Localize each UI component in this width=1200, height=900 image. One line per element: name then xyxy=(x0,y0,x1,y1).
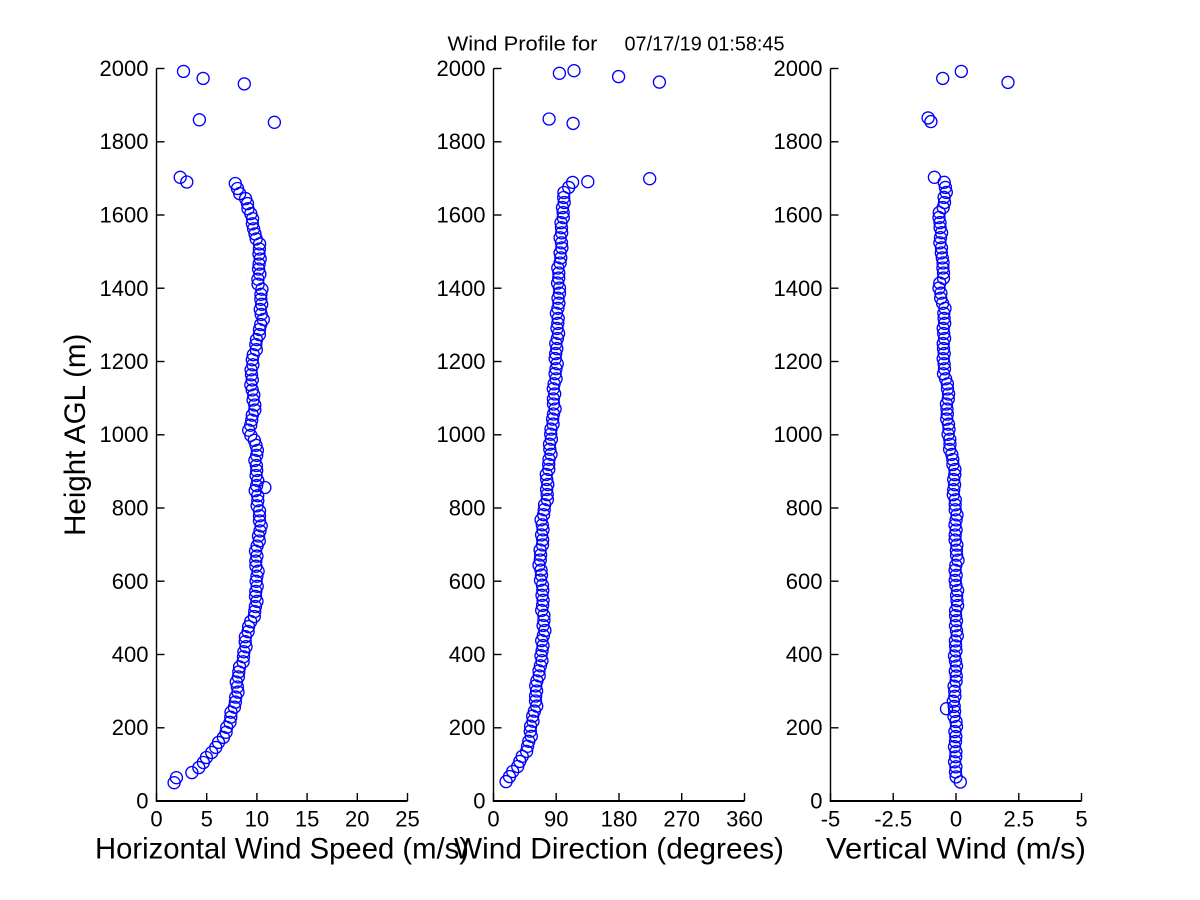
svg-text:2.5: 2.5 xyxy=(1004,807,1035,832)
svg-text:0: 0 xyxy=(810,789,822,814)
svg-text:1600: 1600 xyxy=(774,203,823,228)
svg-text:Wind Direction (degrees): Wind Direction (degrees) xyxy=(454,833,784,866)
svg-text:25: 25 xyxy=(395,807,419,832)
svg-text:15: 15 xyxy=(295,807,319,832)
svg-text:2000: 2000 xyxy=(100,56,149,81)
svg-text:1800: 1800 xyxy=(100,129,149,154)
svg-text:200: 200 xyxy=(786,715,823,740)
svg-text:0: 0 xyxy=(487,807,499,832)
svg-text:1600: 1600 xyxy=(437,203,486,228)
svg-text:1400: 1400 xyxy=(100,276,149,301)
svg-text:400: 400 xyxy=(786,642,823,667)
svg-text:1400: 1400 xyxy=(437,276,486,301)
svg-text:-5: -5 xyxy=(821,807,841,832)
svg-text:360: 360 xyxy=(726,807,763,832)
svg-text:2000: 2000 xyxy=(774,56,823,81)
svg-text:Wind Profile for: Wind Profile for xyxy=(448,33,598,56)
svg-text:1200: 1200 xyxy=(437,349,486,374)
svg-text:2000: 2000 xyxy=(437,56,486,81)
svg-text:0: 0 xyxy=(136,789,148,814)
svg-text:1200: 1200 xyxy=(100,349,149,374)
svg-text:400: 400 xyxy=(112,642,149,667)
svg-text:1000: 1000 xyxy=(100,422,149,447)
svg-text:Height AGL (m): Height AGL (m) xyxy=(59,334,92,536)
svg-text:800: 800 xyxy=(112,496,149,521)
svg-text:1000: 1000 xyxy=(774,422,823,447)
svg-text:800: 800 xyxy=(449,496,486,521)
svg-text:Vertical Wind (m/s): Vertical Wind (m/s) xyxy=(826,833,1086,866)
svg-text:200: 200 xyxy=(112,715,149,740)
svg-text:20: 20 xyxy=(345,807,369,832)
svg-text:10: 10 xyxy=(245,807,269,832)
svg-text:600: 600 xyxy=(449,569,486,594)
svg-text:Horizontal Wind Speed (m/s): Horizontal Wind Speed (m/s) xyxy=(95,833,469,866)
svg-text:0: 0 xyxy=(950,807,962,832)
svg-text:1600: 1600 xyxy=(100,203,149,228)
svg-text:1000: 1000 xyxy=(437,422,486,447)
svg-text:90: 90 xyxy=(544,807,568,832)
svg-text:5: 5 xyxy=(1075,807,1087,832)
svg-text:180: 180 xyxy=(601,807,638,832)
svg-text:400: 400 xyxy=(449,642,486,667)
svg-text:1800: 1800 xyxy=(774,129,823,154)
svg-text:1800: 1800 xyxy=(437,129,486,154)
svg-text:270: 270 xyxy=(663,807,700,832)
svg-text:0: 0 xyxy=(150,807,162,832)
svg-text:200: 200 xyxy=(449,715,486,740)
svg-text:0: 0 xyxy=(473,789,485,814)
svg-text:07/17/19 01:58:45: 07/17/19 01:58:45 xyxy=(625,33,785,56)
svg-text:600: 600 xyxy=(786,569,823,594)
svg-text:600: 600 xyxy=(112,569,149,594)
svg-text:-2.5: -2.5 xyxy=(874,807,912,832)
svg-text:5: 5 xyxy=(201,807,213,832)
svg-text:800: 800 xyxy=(786,496,823,521)
svg-text:1200: 1200 xyxy=(774,349,823,374)
svg-text:1400: 1400 xyxy=(774,276,823,301)
